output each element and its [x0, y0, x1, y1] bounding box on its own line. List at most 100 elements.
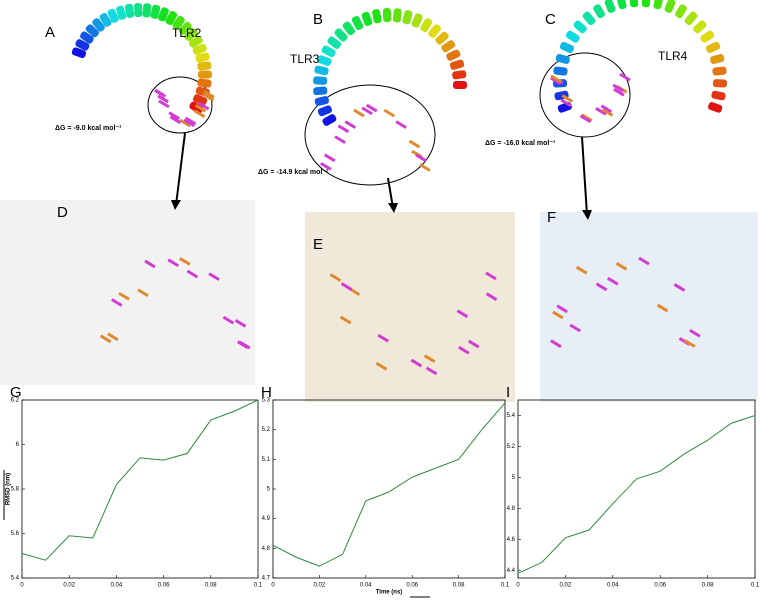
ligand-bond [560, 98, 572, 108]
helix-segment [708, 102, 723, 113]
helix-segment [189, 101, 204, 114]
ligand-bond [169, 115, 182, 125]
ligand-bond [353, 108, 365, 118]
y-tick-label: 4.4 [507, 568, 516, 574]
ligand-bond [184, 116, 197, 126]
y-tick-label: 5.8 [11, 487, 20, 493]
x-tick-label: 0.1 [254, 583, 263, 589]
x-axis-label: Time (ns) [376, 590, 403, 596]
ligand-bond [395, 120, 407, 129]
ligand-bond [329, 273, 342, 282]
helix-segment [559, 41, 574, 54]
ligand-bond [168, 111, 180, 120]
x-tick-label: 0.04 [360, 583, 372, 589]
y-tick-label: 5.6 [11, 531, 20, 537]
helix-segment [197, 70, 213, 79]
ligand-bond [456, 309, 469, 318]
site-circle [304, 84, 436, 186]
helix-segment [150, 4, 161, 19]
y-tick-label: 6 [16, 442, 20, 448]
plot-frame [517, 399, 756, 579]
panel-label: E [313, 236, 323, 253]
x-tick-label: 0 [516, 583, 520, 589]
ligand-bond [323, 153, 336, 163]
helix-segment [178, 21, 192, 35]
y-tick-label: 5.1 [262, 457, 271, 463]
x-tick-label: 0.08 [453, 583, 465, 589]
helix-segment [446, 49, 461, 61]
helix-segment [80, 31, 94, 44]
ligand-bond [423, 354, 436, 363]
ligand-bond [581, 113, 593, 122]
chart-label: I [506, 384, 510, 401]
ligand-bond [208, 272, 220, 281]
ligand-bond [552, 310, 564, 320]
y-tick-label: 4.6 [507, 537, 516, 543]
helix-segment [700, 30, 715, 43]
ligand-bond [600, 104, 613, 114]
helix-segment [188, 35, 203, 48]
helix-segment [158, 7, 169, 22]
site-circle [539, 52, 631, 138]
helix-segment [92, 18, 105, 32]
y-axis-label: RMSD (nm) [6, 473, 12, 505]
helix-segment [565, 30, 580, 43]
ligand-bond [222, 315, 235, 325]
ligand-bond [595, 107, 607, 116]
arrow-heads [171, 200, 592, 220]
helix-segment [684, 11, 698, 26]
ligand-bond [612, 83, 624, 93]
ligand-bond [179, 257, 191, 266]
y-tick-label: 4.9 [262, 516, 271, 522]
ligand-bond [638, 256, 650, 266]
helix-segment [664, 0, 676, 13]
x-tick-label: 0.06 [406, 583, 418, 589]
helix-segment [372, 9, 382, 24]
x-tick-label: 0.02 [63, 583, 75, 589]
ligand-bond [179, 118, 191, 128]
helix-segment [197, 78, 212, 88]
y-tick-label: 4.7 [262, 576, 271, 582]
ligand-bond [415, 153, 427, 163]
helix-segment [712, 79, 727, 88]
ligand-bond [383, 108, 396, 118]
helix-segment [75, 39, 90, 51]
ligand-bond [202, 92, 215, 102]
y-tick-label: 6.2 [11, 398, 20, 404]
ligand-bond [550, 339, 562, 348]
ligand-bond [684, 339, 696, 348]
ligand-bond [144, 259, 156, 269]
helix-segment [99, 12, 112, 27]
helix-segment [351, 15, 364, 30]
helix-segment [641, 0, 651, 8]
panel-label: C [545, 11, 556, 28]
helix-segment [197, 61, 212, 71]
chart-label: G [10, 384, 22, 401]
helix-segment [555, 54, 570, 65]
helix-segment [313, 76, 328, 85]
y-tick-label: 5 [512, 475, 516, 481]
ligand-bond [197, 101, 210, 111]
y-tick-label: 5.2 [262, 427, 271, 433]
y-tick-label: 5.3 [262, 398, 271, 404]
helix-segment [420, 18, 433, 33]
helix-segment [382, 8, 392, 23]
ligand-bond [408, 139, 421, 149]
helix-segment [449, 59, 465, 70]
plot-frame [272, 399, 506, 579]
helix-segment [134, 2, 143, 18]
helix-segment [573, 20, 587, 34]
helix-segment [71, 47, 87, 59]
helix-segment [327, 36, 342, 49]
binding-energy: ΔG = -16.0 kcal mol⁻¹ [485, 140, 556, 147]
helix-segment [616, 0, 627, 10]
helix-segment [604, 0, 616, 13]
helix-segment [195, 52, 210, 63]
helix-segment [710, 54, 725, 65]
structure-images [0, 0, 758, 402]
helix-segment [582, 11, 596, 26]
rmsd-line [21, 399, 259, 561]
helix-segment [184, 28, 198, 41]
